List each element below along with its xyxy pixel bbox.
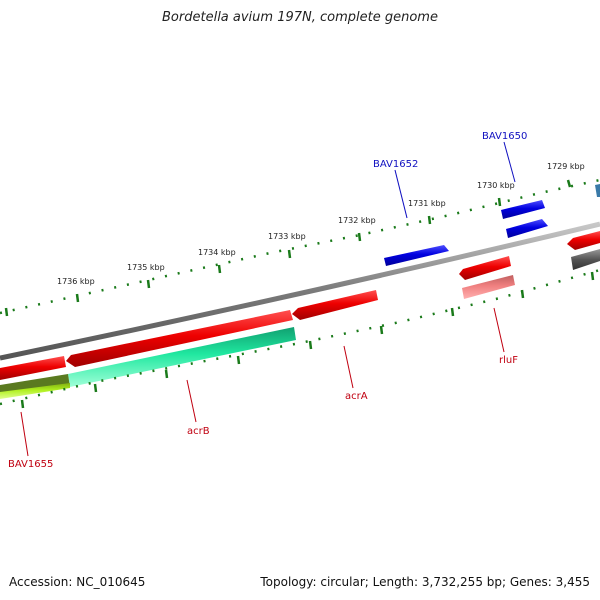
scale-label: 1731 kbp — [408, 199, 446, 208]
scale-label: 1733 kbp — [268, 232, 306, 241]
label-bav1655: BAV1655 — [8, 459, 53, 470]
leader-acra — [343, 345, 354, 389]
scale-label: 1729 kbp — [547, 162, 585, 171]
label-bav1650: BAV1650 — [482, 131, 527, 142]
scale-labels: 1729 kbp 1730 kbp 1731 kbp 1732 kbp 1733… — [57, 162, 585, 286]
leader-bav1655 — [20, 411, 29, 457]
gene-bav1650 — [501, 200, 545, 219]
gene-rluf — [459, 256, 511, 280]
leader-bav1652 — [394, 169, 408, 219]
genome-stats-text: Topology: circular; Length: 3,732,255 bp… — [260, 575, 590, 589]
gene-left-red — [0, 356, 66, 380]
label-bav1652: BAV1652 — [373, 159, 418, 170]
gene-gray-right — [571, 249, 600, 270]
leader-acrb — [186, 379, 197, 423]
label-rluf: rluF — [499, 355, 518, 366]
label-acra: acrA — [345, 391, 368, 402]
gene-labels: BAV1650 BAV1652 rluF acrA acrB BAV1655 — [8, 131, 527, 470]
map-title: Bordetella avium 197N, complete genome — [162, 10, 438, 25]
gene-bav1652 — [384, 245, 449, 266]
cds-green — [68, 327, 296, 387]
label-acrb: acrB — [187, 426, 210, 437]
gene-acrb — [66, 310, 293, 367]
genome-backbone — [0, 221, 600, 361]
scale-label: 1735 kbp — [127, 263, 165, 272]
label-leaders — [20, 141, 516, 457]
forward-strand-genes — [384, 184, 600, 266]
inner-major-ticks — [20, 271, 595, 409]
scale-label: 1734 kbp — [198, 248, 236, 257]
gene-rluf-pseudo — [462, 275, 515, 299]
gene-acra — [292, 290, 378, 320]
outer-major-ticks — [4, 179, 572, 317]
cds-lime — [0, 383, 70, 399]
gene-teal-edge — [595, 184, 600, 197]
leader-rluf — [493, 307, 505, 353]
gene-right-red — [567, 231, 600, 250]
leader-bav1650 — [503, 141, 516, 183]
scale-label: 1732 kbp — [338, 216, 376, 225]
reverse-strand-genes — [0, 231, 600, 380]
scale-label: 1730 kbp — [477, 181, 515, 190]
accession-text: Accession: NC_010645 — [9, 575, 146, 589]
cds-bands — [0, 327, 296, 399]
scale-label: 1736 kbp — [57, 277, 95, 286]
gene-bav1651 — [506, 219, 548, 238]
